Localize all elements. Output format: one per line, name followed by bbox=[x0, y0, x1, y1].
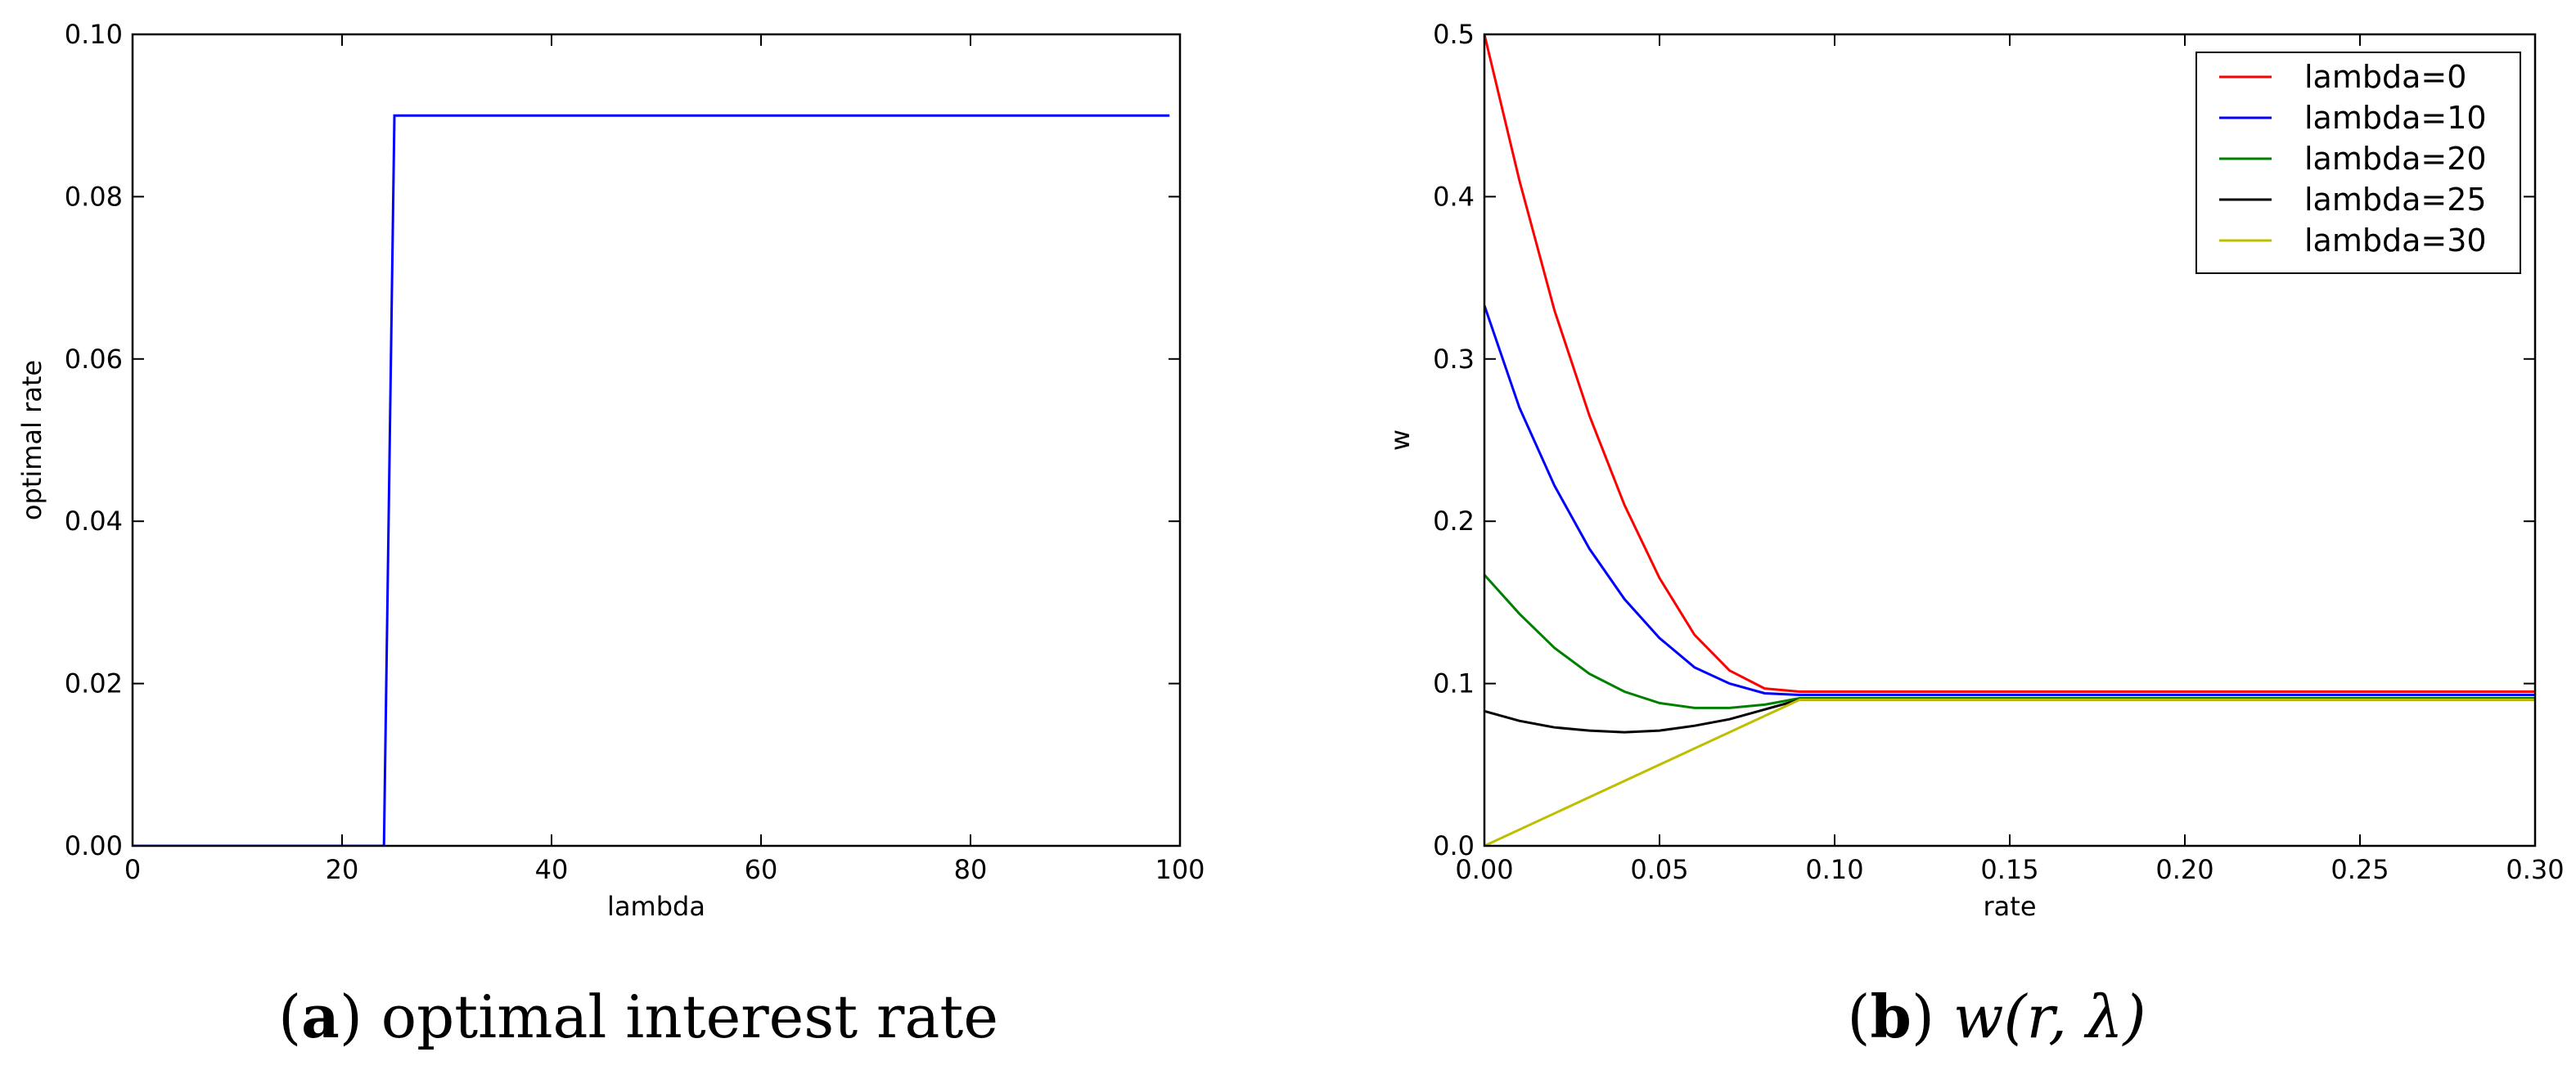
caption-a: (a) optimal interest rate bbox=[278, 982, 998, 1051]
chart-a-xlabel: lambda bbox=[607, 891, 705, 922]
legend-label: lambda=10 bbox=[2304, 100, 2487, 136]
legend-box bbox=[2195, 52, 2521, 274]
series-line-lambda-0 bbox=[1484, 34, 2535, 693]
x-tick-label: 20 bbox=[326, 854, 359, 885]
chart-a-ylabel: optimal rate bbox=[16, 360, 47, 520]
x-tick-label: 80 bbox=[954, 854, 988, 885]
chart-b-ylabel: w bbox=[1385, 429, 1416, 451]
series-line-lambda-25 bbox=[1484, 698, 2535, 734]
x-tick-label: 0.15 bbox=[1980, 854, 2038, 885]
y-tick-label: 0.1 bbox=[1433, 668, 1475, 699]
caption-b-label: b bbox=[1871, 982, 1912, 1051]
x-tick-label: 100 bbox=[1155, 854, 1205, 885]
chart-a-frame bbox=[131, 33, 1182, 847]
y-tick-label: 0.5 bbox=[1433, 19, 1475, 50]
x-tick-label: 0.10 bbox=[1805, 854, 1863, 885]
y-tick-label: 0.08 bbox=[65, 181, 123, 212]
y-tick-label: 0.10 bbox=[65, 19, 123, 50]
series-line-lambda-10 bbox=[1484, 304, 2535, 696]
x-tick-label: 0.20 bbox=[2155, 854, 2213, 885]
y-tick-label: 0.3 bbox=[1433, 344, 1475, 375]
y-tick-label: 0.04 bbox=[65, 506, 123, 537]
series-line-lambda-20 bbox=[1484, 573, 2535, 709]
chart-optimal-rate: 0 20 40 60 80 100 0.00 0.02 0.04 0.06 0.08 0.10 lam… bbox=[16, 19, 1205, 922]
y-tick-label: 0.00 bbox=[65, 830, 123, 861]
x-tick-label: 0.25 bbox=[2331, 854, 2389, 885]
y-tick-label: 0.4 bbox=[1433, 181, 1475, 212]
y-tick-label: 0.0 bbox=[1433, 830, 1475, 861]
caption-a-label: a bbox=[301, 982, 340, 1051]
x-tick-label: 0.00 bbox=[1455, 854, 1513, 885]
x-tick-label: 60 bbox=[745, 854, 778, 885]
chart-b-xlabel: rate bbox=[1984, 891, 2037, 922]
caption-a-text: optimal interest rate bbox=[381, 982, 998, 1051]
y-tick-label: 0.06 bbox=[65, 344, 123, 375]
caption-b: (b) w(r, λ) bbox=[1847, 982, 2146, 1051]
caption-b-text: w(r, λ) bbox=[1953, 982, 2146, 1051]
series-line-optimal-rate bbox=[133, 114, 1170, 846]
y-tick-label: 0.2 bbox=[1433, 506, 1475, 537]
chart-b-legend: lambda=0 lambda=10 lambda=20 lambda=25 lambd… bbox=[2195, 52, 2521, 274]
y-tick-label: 0.02 bbox=[65, 668, 123, 699]
x-tick-label: 0.30 bbox=[2506, 854, 2564, 885]
series-line-lambda-30 bbox=[1484, 698, 2535, 846]
legend-label: lambda=30 bbox=[2304, 223, 2487, 259]
chart-w-curves: 0.00 0.05 0.10 0.15 0.20 0.25 0.30 0.0 0.1 0.2 0.3… bbox=[1385, 19, 2565, 922]
legend-label: lambda=25 bbox=[2304, 182, 2487, 218]
legend-label: lambda=20 bbox=[2304, 141, 2487, 177]
x-tick-label: 0.05 bbox=[1630, 854, 1688, 885]
x-tick-label: 40 bbox=[535, 854, 569, 885]
legend-label: lambda=0 bbox=[2304, 59, 2466, 95]
x-tick-label: 0 bbox=[124, 854, 141, 885]
